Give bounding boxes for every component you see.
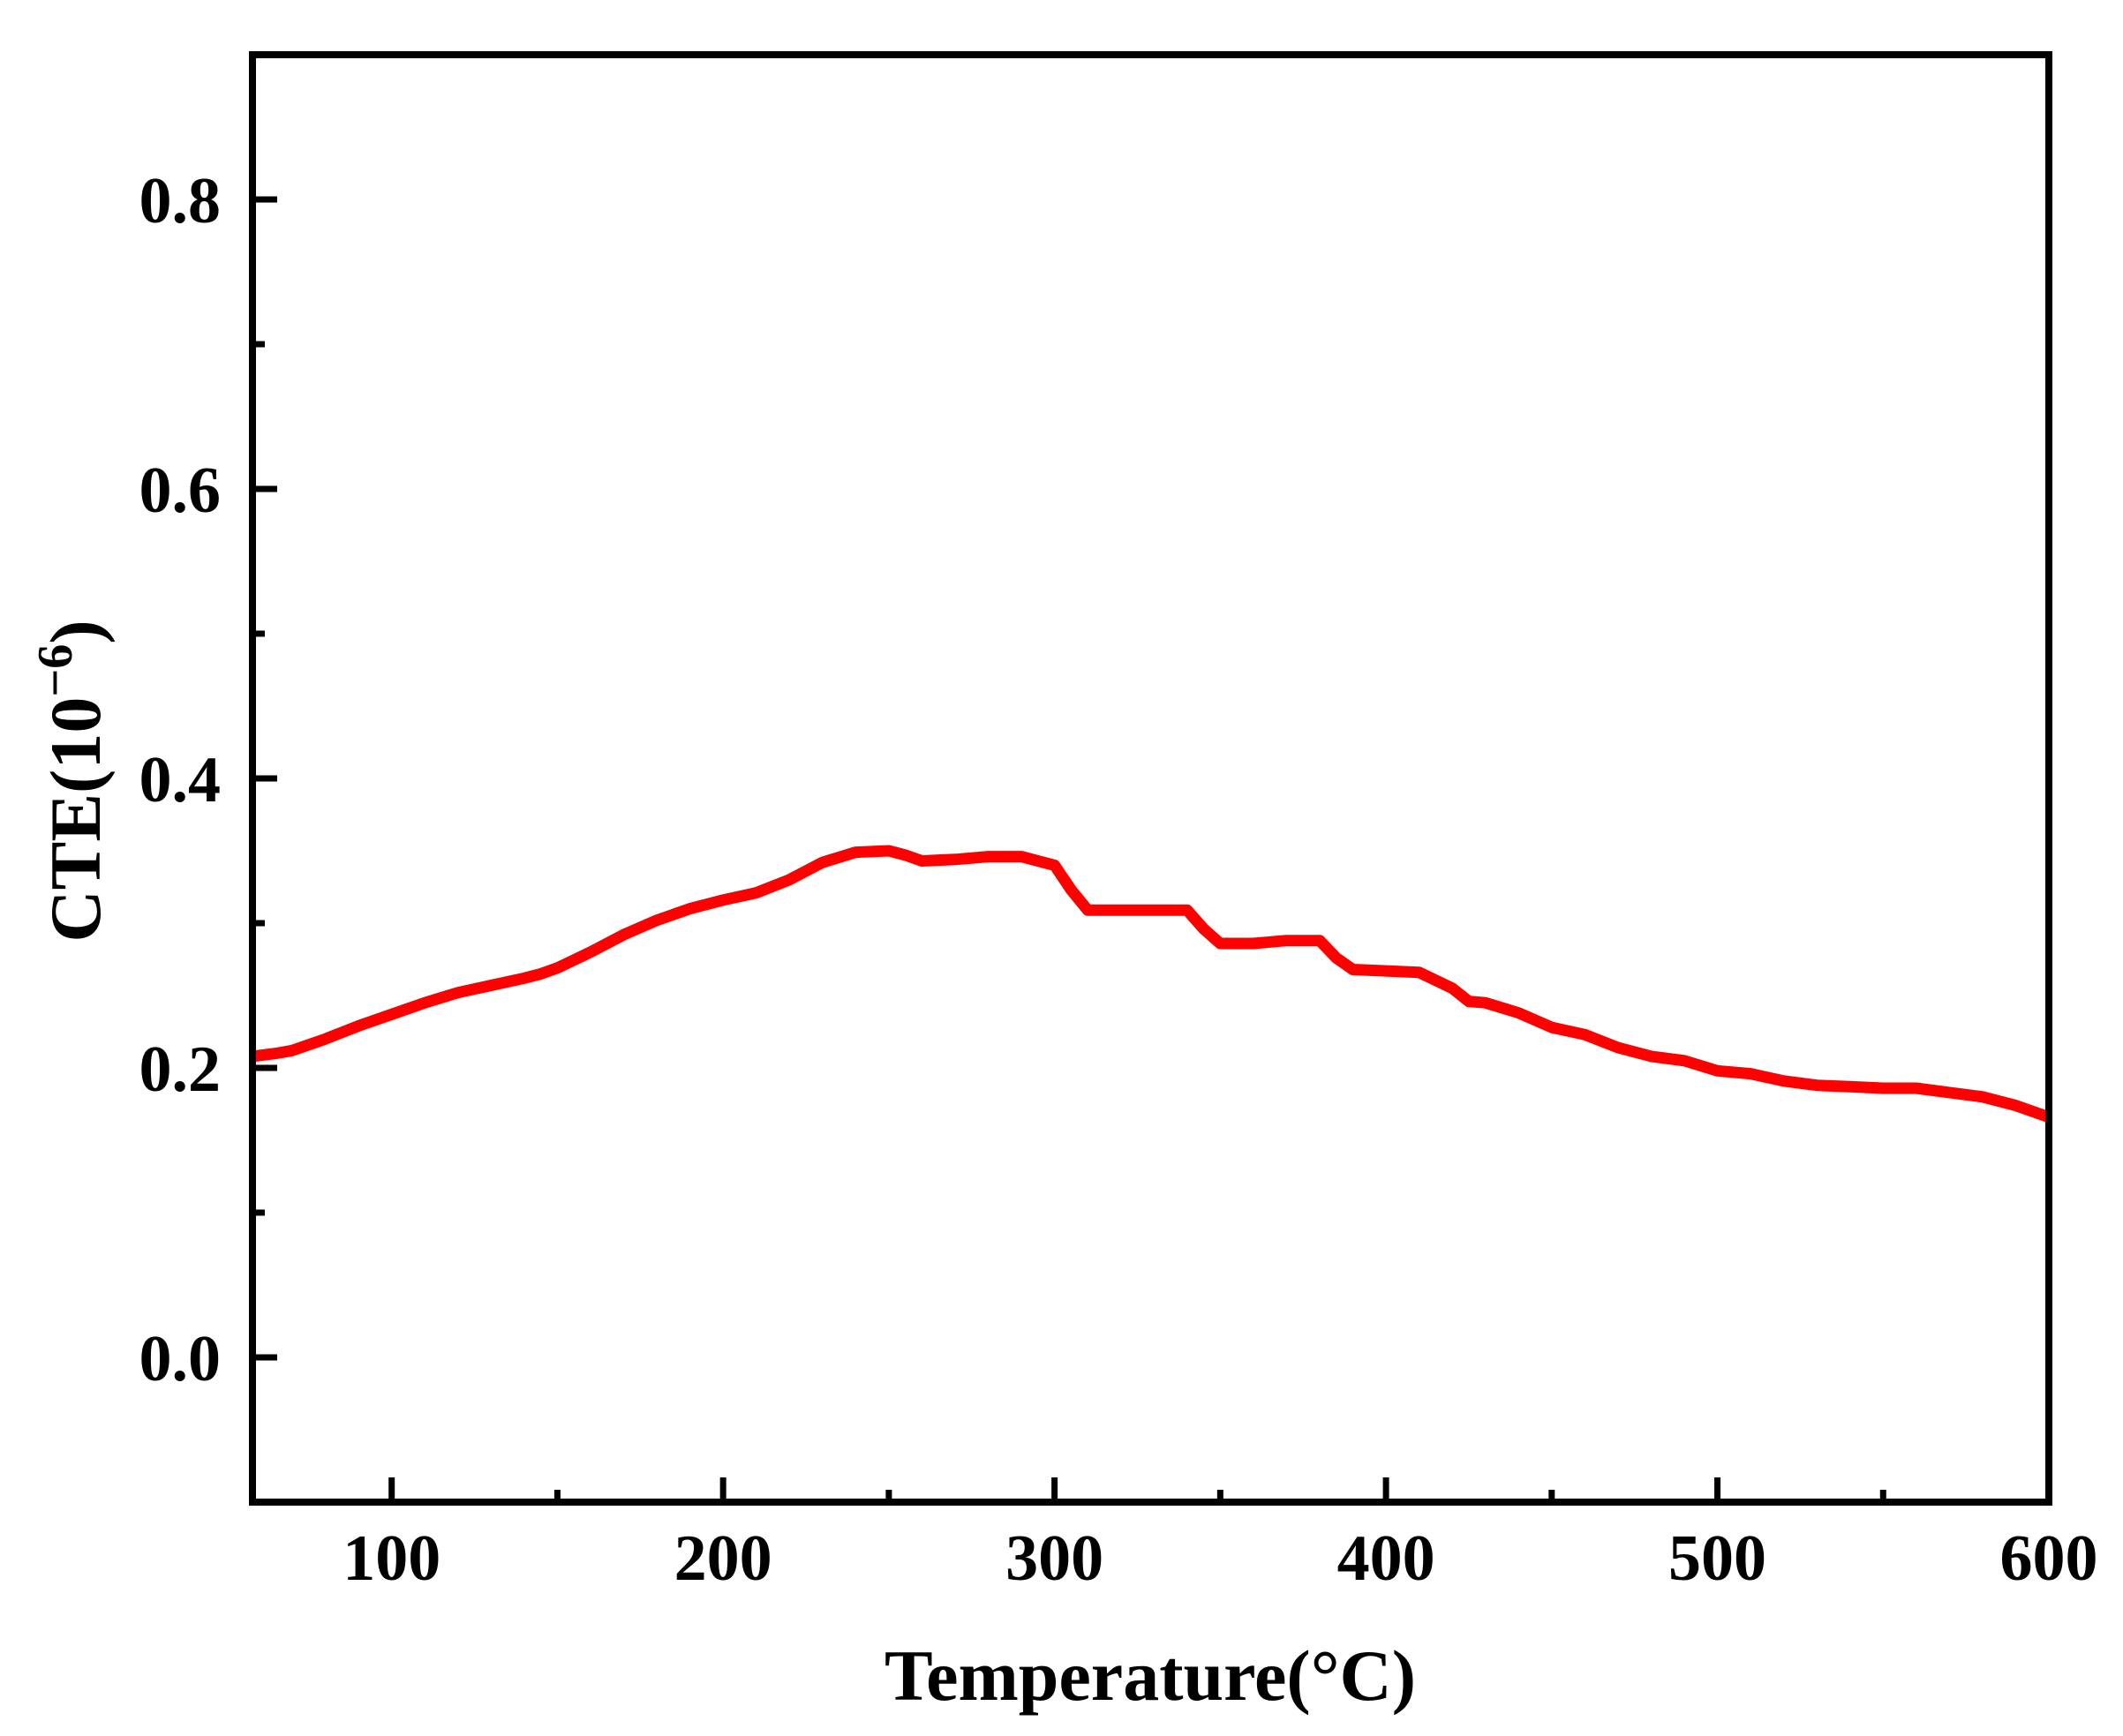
x-tick-label: 100 bbox=[343, 1522, 440, 1595]
cte-series-line bbox=[252, 845, 2051, 1123]
y-major-ticks bbox=[252, 196, 277, 1361]
plot-frame bbox=[249, 51, 2052, 1506]
y-tick-label: 0.6 bbox=[139, 455, 222, 527]
x-tick-label: 600 bbox=[2000, 1522, 2098, 1595]
x-axis-title: Temperature(°C) bbox=[885, 1635, 1416, 1716]
y-axis-title: CTE(10−6) bbox=[28, 620, 116, 942]
y-axis-title-exponent: −6 bbox=[28, 644, 83, 697]
y-tick-label: 0.8 bbox=[139, 165, 222, 237]
x-tick-label: 300 bbox=[1005, 1522, 1103, 1595]
y-tick-label: 0.0 bbox=[139, 1323, 222, 1395]
x-tick-label: 400 bbox=[1337, 1522, 1435, 1595]
series-layer bbox=[252, 845, 2051, 1123]
y-axis-title-tail: ) bbox=[35, 620, 116, 643]
y-tick-label: 0.2 bbox=[139, 1033, 222, 1106]
y-axis-title-base: CTE(10 bbox=[35, 697, 116, 943]
x-tick-label: 200 bbox=[674, 1522, 772, 1595]
y-tick-labels: 0.0 0.2 0.4 0.6 0.8 bbox=[139, 165, 222, 1395]
y-tick-label: 0.4 bbox=[139, 744, 222, 816]
x-tick-label: 500 bbox=[1668, 1522, 1766, 1595]
x-tick-labels: 100 200 300 400 500 600 bbox=[343, 1522, 2097, 1595]
